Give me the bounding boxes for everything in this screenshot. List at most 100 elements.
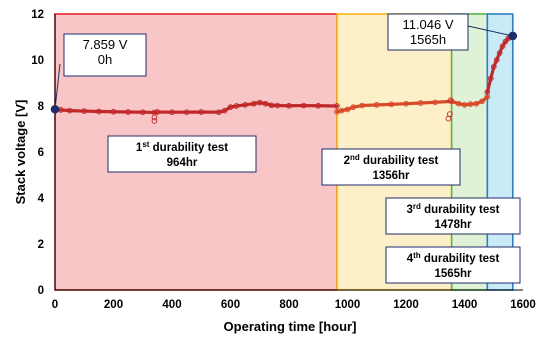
test-hours: 964hr bbox=[167, 157, 198, 169]
data-point bbox=[359, 102, 365, 109]
x-tick-label: 1000 bbox=[335, 299, 361, 311]
test-label-box bbox=[385, 197, 521, 235]
data-point bbox=[493, 57, 500, 63]
x-tick-label: 800 bbox=[279, 299, 298, 311]
data-point bbox=[388, 101, 395, 108]
data-point bbox=[417, 100, 424, 106]
test-name: 4th durability test bbox=[407, 251, 500, 265]
callout-time: 1565h bbox=[410, 32, 446, 47]
x-tick-label: 1200 bbox=[393, 299, 419, 311]
data-point bbox=[110, 108, 117, 115]
test-label-2: 2nd durability test 1356hr bbox=[321, 148, 461, 186]
outlier-point bbox=[447, 111, 453, 117]
data-point bbox=[479, 98, 485, 105]
y-tick-label: 10 bbox=[31, 55, 44, 67]
test-region-4 bbox=[486, 13, 514, 291]
test-regions bbox=[54, 13, 514, 291]
data-point bbox=[499, 43, 506, 50]
tick-labels: 0 200 400 600 800 1000 1200 1400 1600 0 2 4 6 8 10 12 bbox=[31, 9, 536, 311]
data-point bbox=[262, 100, 269, 107]
outlier-point bbox=[151, 114, 158, 121]
data-series bbox=[50, 31, 518, 124]
data-point bbox=[338, 107, 345, 114]
series-trace bbox=[450, 95, 489, 107]
test-hours: 1478hr bbox=[434, 219, 472, 231]
data-point bbox=[242, 101, 248, 108]
data-point bbox=[66, 107, 73, 114]
callout-value: 11.046 V bbox=[402, 17, 453, 32]
data-point bbox=[487, 75, 494, 82]
callout-box bbox=[387, 13, 469, 51]
y-tick-label: 12 bbox=[31, 9, 44, 21]
test-label-box bbox=[385, 246, 521, 284]
data-point bbox=[300, 102, 307, 109]
data-point bbox=[268, 102, 275, 109]
series-1 bbox=[52, 99, 340, 116]
data-point bbox=[96, 108, 102, 115]
data-point bbox=[373, 101, 380, 108]
test-label-box bbox=[107, 135, 257, 173]
data-point bbox=[183, 109, 190, 116]
x-tick-label: 0 bbox=[52, 299, 58, 311]
outlier-point bbox=[151, 118, 158, 124]
test-label-3: 3rd durability test 1478hr bbox=[385, 197, 521, 235]
x-tick-label: 1400 bbox=[452, 299, 478, 311]
x-tick-label: 400 bbox=[162, 299, 181, 311]
x-tick-label: 1600 bbox=[510, 299, 536, 311]
data-point bbox=[448, 98, 455, 105]
data-point bbox=[256, 99, 263, 106]
axes bbox=[54, 14, 523, 291]
data-point bbox=[251, 100, 257, 107]
data-point bbox=[315, 102, 322, 109]
test-label-boxes: 1st durability test 964hr 2nd durability t… bbox=[107, 135, 521, 284]
data-point bbox=[502, 38, 509, 45]
data-point bbox=[81, 108, 88, 114]
y-tick-label: 4 bbox=[38, 193, 45, 205]
callout-leader bbox=[54, 63, 61, 110]
data-point bbox=[221, 107, 228, 114]
test-name: 1st durability test bbox=[136, 140, 228, 154]
data-point bbox=[496, 50, 503, 56]
callout-box bbox=[63, 33, 147, 77]
data-point bbox=[490, 64, 497, 70]
data-point bbox=[169, 109, 175, 116]
data-point bbox=[227, 104, 234, 111]
data-point bbox=[286, 102, 292, 109]
callout-value: 7.859 V bbox=[83, 37, 128, 52]
data-point bbox=[344, 106, 351, 113]
data-point bbox=[215, 109, 222, 116]
series-2 bbox=[334, 98, 455, 115]
test-label-4: 4th durability test 1565hr bbox=[385, 246, 521, 284]
data-point bbox=[154, 109, 161, 115]
data-point bbox=[461, 101, 468, 108]
x-tick-label: 200 bbox=[104, 299, 123, 311]
data-point bbox=[467, 101, 474, 108]
callout-leader bbox=[467, 25, 513, 37]
x-axis-title: Operating time [hour] bbox=[224, 319, 357, 334]
data-point bbox=[125, 109, 131, 115]
test-hours: 1565hr bbox=[434, 268, 472, 280]
test-label-1: 1st durability test 964hr bbox=[107, 135, 257, 173]
data-point bbox=[350, 104, 357, 111]
data-point bbox=[455, 100, 462, 107]
outlier-point bbox=[447, 97, 454, 104]
y-tick-label: 8 bbox=[38, 101, 45, 113]
data-point bbox=[233, 103, 240, 109]
x-tick-label: 600 bbox=[221, 299, 240, 311]
callout-time: 0h bbox=[98, 52, 112, 67]
y-axis-title: Stack voltage [V] bbox=[13, 100, 28, 205]
data-point bbox=[198, 109, 205, 115]
data-point bbox=[432, 99, 439, 106]
data-point bbox=[139, 109, 146, 116]
y-tick-label: 0 bbox=[38, 285, 44, 297]
data-point bbox=[484, 89, 491, 96]
data-point bbox=[403, 100, 409, 107]
data-point bbox=[473, 100, 480, 107]
data-point bbox=[334, 103, 340, 109]
data-point bbox=[274, 102, 281, 109]
test-name: 3rd durability test bbox=[406, 202, 499, 216]
test-label-box bbox=[321, 148, 461, 186]
test-name: 2nd durability test bbox=[344, 153, 439, 167]
